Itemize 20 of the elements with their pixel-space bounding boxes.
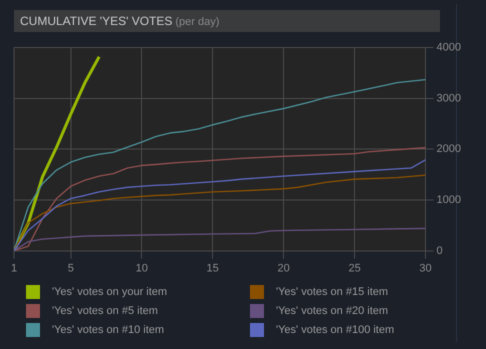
- x-tick-label: 30: [419, 262, 432, 274]
- y-tick-label: 4000: [436, 42, 462, 54]
- x-tick-label: 5: [68, 262, 74, 274]
- legend-label: 'Yes' votes on #15 item: [276, 286, 388, 298]
- y-tick-label: 3000: [436, 92, 462, 104]
- x-tick-label: 20: [278, 262, 290, 274]
- chart-title: CUMULATIVE 'YES' VOTES: [20, 14, 172, 28]
- x-tick-label: 1: [10, 262, 18, 274]
- legend-label: 'Yes' votes on #20 item: [276, 304, 388, 316]
- legend-label: 'Yes' votes on #100 item: [276, 324, 394, 336]
- x-tick-label: 25: [348, 262, 361, 274]
- legend-label: 'Yes' votes on #5 item: [52, 304, 158, 316]
- x-tick-label: 10: [136, 262, 148, 274]
- legend-label: 'Yes' votes on #10 item: [52, 324, 164, 336]
- y-tick-label: 2000: [436, 143, 462, 156]
- x-tick-label: 15: [206, 262, 219, 274]
- chart-subtitle: (per day): [175, 16, 220, 28]
- legend-label: 'Yes' votes on your item: [52, 286, 168, 298]
- y-tick-label: 0: [436, 244, 443, 257]
- y-tick-label: 1000: [436, 194, 462, 206]
